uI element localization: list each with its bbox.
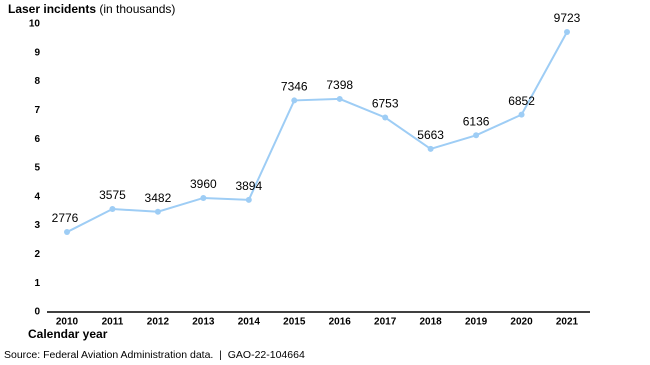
title-unit: (in thousands)	[99, 2, 175, 16]
chart-title: Laser incidents (in thousands)	[8, 2, 175, 16]
x-tick-label: 2021	[556, 317, 579, 328]
y-tick-label: 1	[34, 278, 40, 289]
data-label: 3482	[145, 191, 172, 205]
point	[64, 229, 70, 236]
line	[66, 31, 568, 233]
x-tick-label: 2012	[147, 317, 170, 328]
y-tick-label: 10	[29, 19, 41, 30]
point	[518, 111, 525, 118]
data-label: 6136	[463, 114, 490, 128]
y-tick-label: 7	[34, 105, 40, 116]
source: Source: Federal Aviation Administration …	[4, 349, 305, 361]
y-tick-label: 8	[34, 76, 40, 87]
y-tick-label: 6	[34, 134, 40, 145]
y-tick-label: 9	[34, 47, 40, 58]
data-label: 7346	[281, 80, 308, 94]
data-label: 2776	[52, 211, 79, 225]
data-label: 3575	[99, 188, 126, 202]
point	[154, 208, 161, 215]
x-tick-label: 2013	[192, 317, 215, 328]
y-tick-label: 0	[34, 307, 40, 318]
x-tick-label: 2010	[56, 317, 79, 328]
point	[336, 95, 343, 102]
x-tick-label: 2018	[420, 317, 443, 328]
point	[109, 206, 116, 213]
y-tick-label: 4	[34, 191, 40, 202]
y-tick-label: 2	[34, 249, 40, 260]
point	[564, 28, 570, 35]
x-axis-label: Calendar year	[28, 327, 108, 341]
x-tick-label: 2020	[510, 317, 533, 328]
x-tick-label: 2016	[329, 317, 352, 328]
y-tick-label: 5	[34, 163, 40, 174]
x-tick-label: 2011	[102, 317, 124, 328]
x-tick-label: 2014	[238, 317, 261, 328]
data-label: 3894	[235, 179, 262, 193]
data-label: 5663	[417, 128, 444, 142]
point	[291, 97, 298, 104]
data-label: 7398	[326, 78, 353, 92]
title: Laser incidents	[8, 2, 96, 16]
x-tick-label: 2015	[283, 317, 306, 328]
y-tick-label: 3	[34, 220, 40, 231]
point	[245, 196, 252, 203]
point	[382, 114, 389, 121]
data-label: 9723	[554, 11, 581, 25]
data-label: 6753	[372, 97, 399, 111]
data-label: 3960	[190, 177, 217, 191]
x-tick-label: 2019	[465, 317, 488, 328]
point	[200, 194, 207, 201]
x-tick-label: 2017	[374, 317, 397, 328]
point	[427, 145, 434, 152]
point	[473, 132, 480, 139]
data-label: 6852	[508, 94, 535, 108]
